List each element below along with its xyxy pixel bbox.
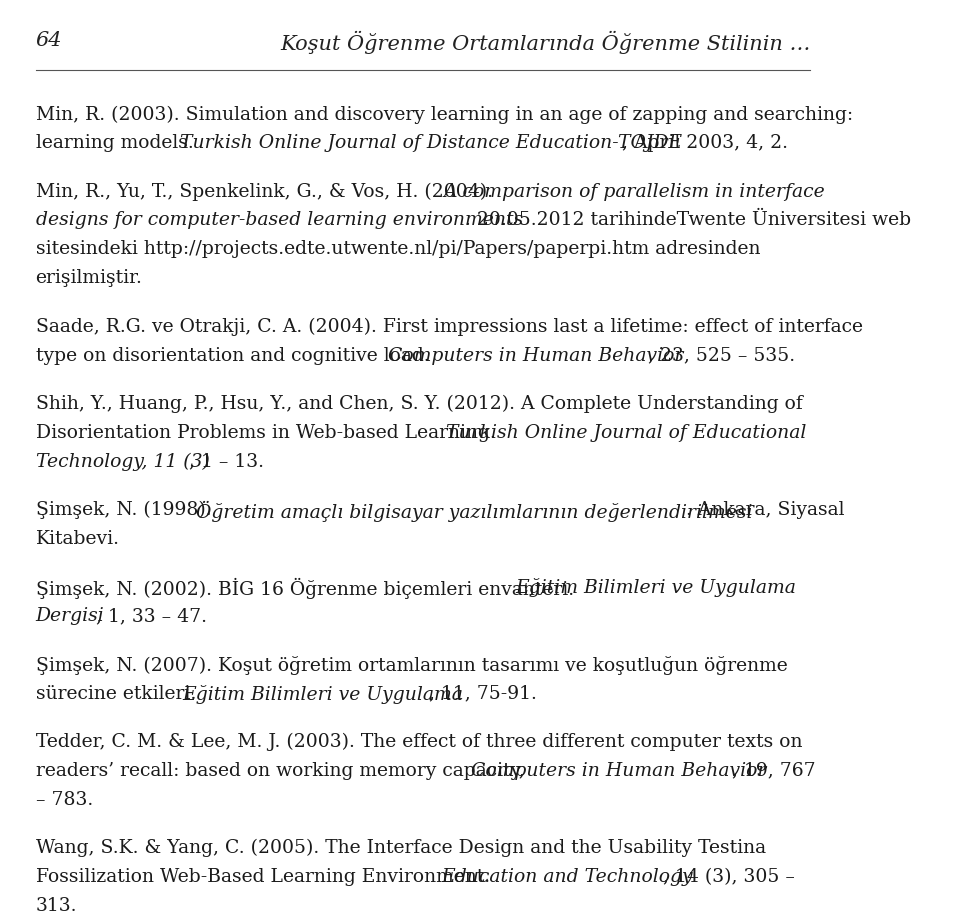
Text: A comparison of parallelism in interface: A comparison of parallelism in interface	[444, 182, 826, 200]
Text: . Ankara, Siyasal: . Ankara, Siyasal	[685, 501, 844, 519]
Text: , 19, 767: , 19, 767	[732, 762, 815, 780]
Text: Technology, 11 (3): Technology, 11 (3)	[36, 453, 209, 471]
Text: , 23, 525 – 535.: , 23, 525 – 535.	[648, 347, 795, 364]
Text: Saade, R.G. ve Otrakji, C. A. (2004). First impressions last a lifetime: effect : Saade, R.G. ve Otrakji, C. A. (2004). Fi…	[36, 318, 862, 336]
Text: Koşut Öğrenme Ortamlarında Öğrenme Stilinin …: Koşut Öğrenme Ortamlarında Öğrenme Stili…	[280, 31, 810, 54]
Text: Computers in Human Behavior: Computers in Human Behavior	[471, 762, 767, 780]
Text: erişilmiştir.: erişilmiştir.	[36, 270, 142, 287]
Text: sürecine etkileri.: sürecine etkileri.	[36, 684, 202, 702]
Text: Şimşek, N. (2007). Koşut öğretim ortamlarının tasarımı ve koşutluğun öğrenme: Şimşek, N. (2007). Koşut öğretim ortamla…	[36, 656, 787, 674]
Text: designs for computer-based learning environments: designs for computer-based learning envi…	[36, 211, 522, 230]
Text: Kitabevi.: Kitabevi.	[36, 530, 120, 548]
Text: Turkish Online Journal of Educational: Turkish Online Journal of Educational	[445, 424, 806, 442]
Text: Education and Technology: Education and Technology	[441, 868, 692, 885]
Text: , 1 – 13.: , 1 – 13.	[189, 453, 264, 471]
Text: Min, R. (2003). Simulation and discovery learning in an age of zapping and searc: Min, R. (2003). Simulation and discovery…	[36, 106, 852, 124]
Text: Turkish Online Journal of Distance Education-TOJDE: Turkish Online Journal of Distance Educa…	[180, 134, 682, 152]
Text: Eğitim Bilimleri ve Uygulama: Eğitim Bilimleri ve Uygulama	[515, 578, 796, 598]
Text: Wang, S.K. & Yang, C. (2005). The Interface Design and the Usability Testina: Wang, S.K. & Yang, C. (2005). The Interf…	[36, 839, 766, 857]
Text: Şimşek, N. (1998).: Şimşek, N. (1998).	[36, 501, 217, 519]
Text: Dergisi: Dergisi	[36, 608, 105, 625]
Text: , 11, 75-91.: , 11, 75-91.	[429, 684, 538, 702]
Text: , April 2003, 4, 2.: , April 2003, 4, 2.	[622, 134, 788, 152]
Text: Şimşek, N. (2002). BİG 16 Öğrenme biçemleri envanteri.: Şimşek, N. (2002). BİG 16 Öğrenme biçeml…	[36, 578, 580, 599]
Text: Min, R., Yu, T., Spenkelink, G., & Vos, H. (2004).: Min, R., Yu, T., Spenkelink, G., & Vos, …	[36, 182, 498, 200]
Text: . 20.05.2012 tarihindeTwente Üniversitesi web: . 20.05.2012 tarihindeTwente Üniversites…	[465, 211, 911, 230]
Text: Disorientation Problems in Web-based Learning.: Disorientation Problems in Web-based Lea…	[36, 424, 501, 442]
Text: Fossilization Web-Based Learning Environment.: Fossilization Web-Based Learning Environ…	[36, 868, 495, 885]
Text: readers’ recall: based on working memory capacity,: readers’ recall: based on working memory…	[36, 762, 530, 780]
Text: 64: 64	[36, 31, 62, 50]
Text: Eğitim Bilimleri ve Uygulama: Eğitim Bilimleri ve Uygulama	[182, 684, 463, 703]
Text: learning models.: learning models.	[36, 134, 200, 152]
Text: type on disorientation and cognitive load.: type on disorientation and cognitive loa…	[36, 347, 435, 364]
Text: Öğretim amaçlı bilgisayar yazılımlarının değerlendirilmesi: Öğretim amaçlı bilgisayar yazılımlarının…	[196, 501, 752, 522]
Text: Shih, Y., Huang, P., Hsu, Y., and Chen, S. Y. (2012). A Complete Understanding o: Shih, Y., Huang, P., Hsu, Y., and Chen, …	[36, 394, 803, 414]
Text: , 1, 33 – 47.: , 1, 33 – 47.	[96, 608, 207, 625]
Text: sitesindeki http://projects.edte.utwente.nl/pi/Papers/paperpi.htm adresinden: sitesindeki http://projects.edte.utwente…	[36, 241, 760, 259]
Text: , 14 (3), 305 –: , 14 (3), 305 –	[662, 868, 795, 885]
Text: 313.: 313.	[36, 896, 77, 911]
Text: – 783.: – 783.	[36, 791, 93, 809]
Text: Tedder, C. M. & Lee, M. J. (2003). The effect of three different computer texts : Tedder, C. M. & Lee, M. J. (2003). The e…	[36, 732, 802, 751]
Text: Computers in Human Behavior: Computers in Human Behavior	[388, 347, 683, 364]
